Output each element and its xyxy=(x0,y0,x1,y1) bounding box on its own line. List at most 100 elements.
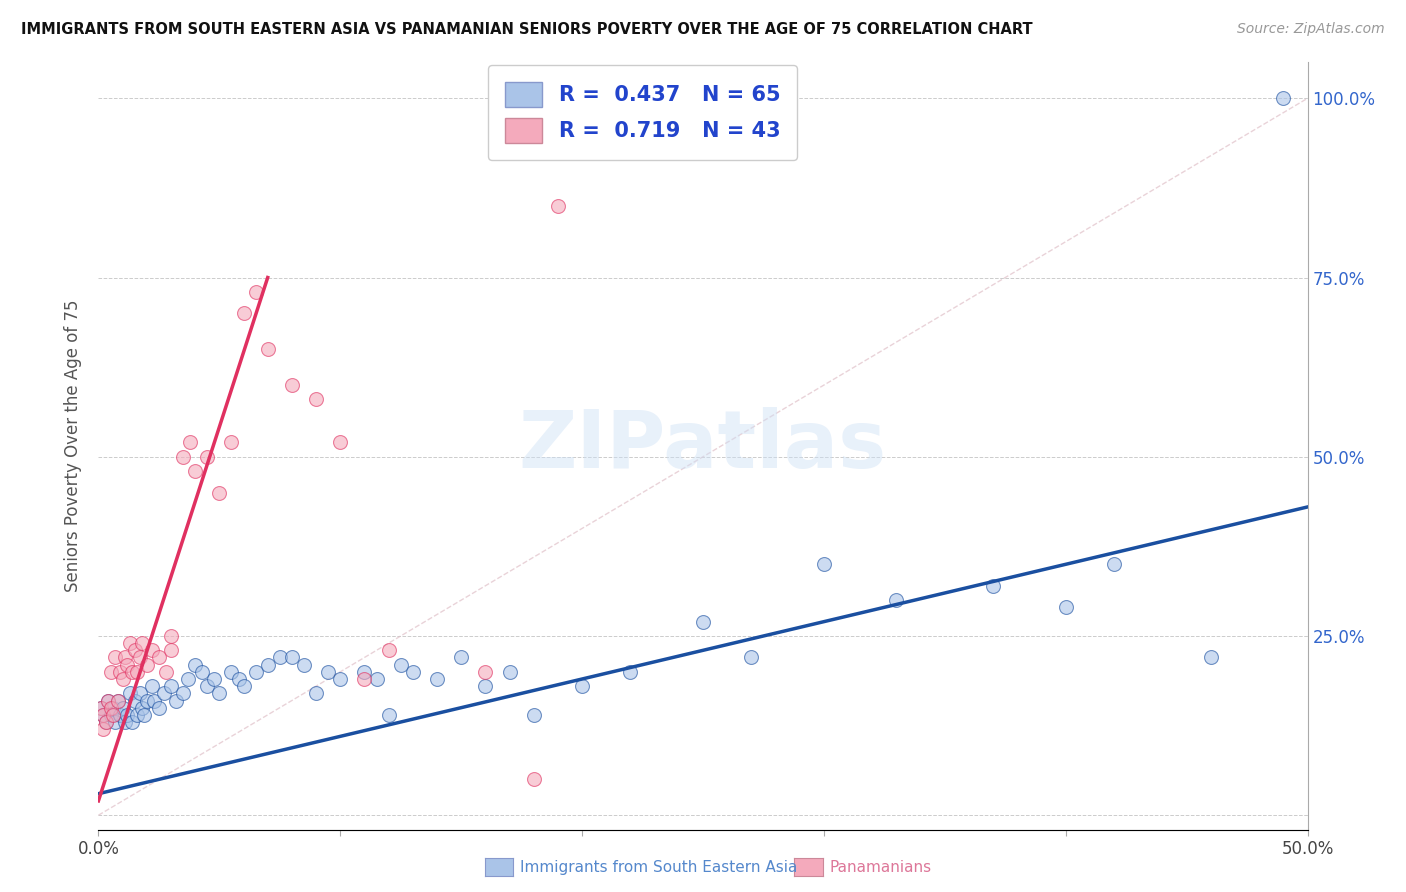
Point xyxy=(1054,600,1077,615)
Point xyxy=(523,772,546,787)
Point xyxy=(245,665,267,679)
Point xyxy=(281,650,304,665)
Point xyxy=(1102,558,1125,572)
Point xyxy=(232,306,254,320)
Point xyxy=(117,657,139,672)
Point xyxy=(94,714,117,729)
Point xyxy=(195,679,218,693)
Point xyxy=(179,435,201,450)
Point xyxy=(160,643,183,657)
Point xyxy=(208,485,231,500)
Point xyxy=(107,693,129,707)
Point xyxy=(94,714,117,729)
Point xyxy=(377,707,399,722)
Y-axis label: Seniors Poverty Over the Age of 75: Seniors Poverty Over the Age of 75 xyxy=(65,300,83,592)
Point xyxy=(292,657,315,672)
Point xyxy=(91,707,114,722)
Point xyxy=(90,700,112,714)
Point xyxy=(107,693,129,707)
Point xyxy=(155,665,177,679)
Point xyxy=(100,665,122,679)
Point xyxy=(121,665,143,679)
Point xyxy=(114,714,136,729)
Point xyxy=(195,450,218,464)
Point xyxy=(450,650,472,665)
Point xyxy=(1272,91,1295,105)
Point xyxy=(353,665,375,679)
Point xyxy=(329,435,352,450)
Point xyxy=(377,643,399,657)
Point xyxy=(124,693,146,707)
Point xyxy=(305,392,328,407)
Text: IMMIGRANTS FROM SOUTH EASTERN ASIA VS PANAMANIAN SENIORS POVERTY OVER THE AGE OF: IMMIGRANTS FROM SOUTH EASTERN ASIA VS PA… xyxy=(21,22,1033,37)
Point xyxy=(111,672,134,686)
Point xyxy=(97,693,120,707)
Point xyxy=(148,700,170,714)
Point xyxy=(305,686,328,700)
Point xyxy=(160,629,183,643)
Point xyxy=(100,707,122,722)
Point xyxy=(204,672,226,686)
Point xyxy=(172,450,194,464)
Point xyxy=(221,435,243,450)
Point xyxy=(619,665,641,679)
Point xyxy=(143,693,166,707)
Point xyxy=(100,700,122,714)
Point xyxy=(172,686,194,700)
Point xyxy=(128,686,150,700)
Point xyxy=(152,686,174,700)
Point xyxy=(128,650,150,665)
Point xyxy=(208,686,231,700)
Point xyxy=(316,665,339,679)
Point xyxy=(127,707,149,722)
Point xyxy=(221,665,243,679)
Point xyxy=(148,650,170,665)
Point xyxy=(474,679,496,693)
Point xyxy=(135,657,157,672)
Point xyxy=(118,636,141,650)
Point xyxy=(474,665,496,679)
Point xyxy=(353,672,375,686)
Point xyxy=(177,672,200,686)
Point xyxy=(135,693,157,707)
Point xyxy=(127,665,149,679)
Point xyxy=(329,672,352,686)
Point xyxy=(366,672,388,686)
Point xyxy=(256,342,278,356)
Point xyxy=(131,636,153,650)
Point xyxy=(281,378,304,392)
Point xyxy=(111,700,134,714)
Point xyxy=(184,464,207,478)
Point xyxy=(141,679,163,693)
Point xyxy=(498,665,520,679)
Point xyxy=(245,285,267,299)
Point xyxy=(256,657,278,672)
Legend: R =  0.437   N = 65, R =  0.719   N = 43: R = 0.437 N = 65, R = 0.719 N = 43 xyxy=(488,65,797,160)
Point xyxy=(104,650,127,665)
Point xyxy=(523,707,546,722)
Point xyxy=(134,707,156,722)
Point xyxy=(117,707,139,722)
Text: Immigrants from South Eastern Asia: Immigrants from South Eastern Asia xyxy=(520,860,797,874)
Point xyxy=(118,686,141,700)
Point xyxy=(160,679,183,693)
Point xyxy=(101,700,124,714)
Text: Panamanians: Panamanians xyxy=(830,860,932,874)
Point xyxy=(121,714,143,729)
Point xyxy=(90,700,112,714)
Point xyxy=(389,657,412,672)
Point xyxy=(1199,650,1222,665)
Point xyxy=(108,665,131,679)
Point xyxy=(232,679,254,693)
Point xyxy=(547,199,569,213)
Point xyxy=(692,615,714,629)
Point xyxy=(131,700,153,714)
Point xyxy=(740,650,762,665)
Point xyxy=(191,665,214,679)
Point xyxy=(97,693,120,707)
Point xyxy=(108,707,131,722)
Point xyxy=(981,579,1004,593)
Text: Source: ZipAtlas.com: Source: ZipAtlas.com xyxy=(1237,22,1385,37)
Point xyxy=(571,679,593,693)
Point xyxy=(124,643,146,657)
